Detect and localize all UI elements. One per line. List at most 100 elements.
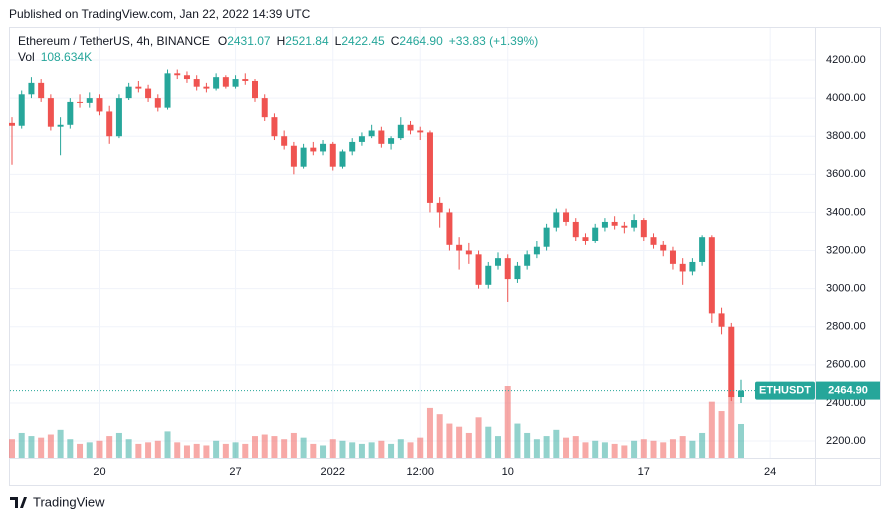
volume-bar bbox=[18, 432, 25, 458]
grid bbox=[10, 28, 815, 458]
candle-body bbox=[368, 130, 375, 137]
volume-bar bbox=[436, 414, 443, 458]
candle-body bbox=[222, 77, 229, 87]
candle-body bbox=[261, 98, 268, 118]
volume-bar bbox=[28, 436, 35, 458]
volume-bar bbox=[193, 443, 200, 458]
x-tick-label: 20 bbox=[93, 466, 105, 478]
candle-body bbox=[572, 221, 579, 238]
candle-body bbox=[543, 227, 550, 247]
candle-body bbox=[47, 98, 54, 127]
y-tick-label: 3000.00 bbox=[826, 283, 866, 295]
volume-bar bbox=[281, 439, 288, 458]
volume-bar bbox=[261, 434, 268, 458]
y-tick-label: 3200.00 bbox=[826, 244, 866, 256]
change: +33.83 (+1.39%) bbox=[449, 34, 538, 48]
volume-bar bbox=[300, 437, 307, 458]
volume-bar bbox=[407, 442, 414, 458]
legend: Ethereum / TetherUS, 4h, BINANCE O2431.07… bbox=[18, 34, 538, 48]
volume-bar bbox=[77, 443, 84, 458]
candle-body bbox=[193, 79, 200, 87]
ohlc-label: O bbox=[218, 34, 227, 48]
candle-body bbox=[533, 246, 540, 255]
x-tick-label: 24 bbox=[764, 466, 776, 478]
volume-bar bbox=[699, 432, 706, 458]
volume-bar bbox=[621, 445, 628, 458]
y-tick-label: 2200.00 bbox=[826, 435, 866, 447]
volume-value: 108.634K bbox=[41, 50, 92, 64]
candle-body bbox=[436, 202, 443, 213]
footer-logo: TradingView bbox=[10, 494, 105, 509]
candle-body bbox=[426, 132, 433, 203]
candle-body bbox=[252, 80, 258, 99]
volume-bar bbox=[533, 439, 540, 458]
volume-label: Vol bbox=[18, 50, 35, 64]
y-tick-label: 2600.00 bbox=[826, 359, 866, 371]
volume-bar bbox=[592, 440, 599, 458]
volume-bar bbox=[495, 436, 501, 458]
candle-body bbox=[524, 254, 531, 266]
candle-body bbox=[28, 82, 35, 95]
volume-bar bbox=[689, 440, 696, 458]
candle-body bbox=[145, 88, 152, 99]
ohlc-value: 2521.84 bbox=[285, 34, 329, 48]
candle-body bbox=[281, 136, 288, 146]
candle-body bbox=[232, 79, 239, 87]
candle-body bbox=[621, 225, 628, 228]
candle-body bbox=[699, 237, 706, 262]
volume-bar bbox=[378, 440, 385, 458]
volume-bar bbox=[252, 436, 258, 458]
volume-legend: Vol 108.634K bbox=[18, 50, 92, 64]
candle-body bbox=[407, 124, 414, 131]
volume-bar bbox=[417, 437, 424, 458]
candle-body bbox=[563, 212, 570, 222]
price-tag-label: 2464.90 bbox=[828, 384, 868, 396]
volume-bar bbox=[106, 436, 113, 458]
candles bbox=[9, 69, 744, 403]
volume-bar bbox=[9, 439, 15, 458]
volume-bar bbox=[96, 440, 103, 458]
candle-body bbox=[300, 147, 307, 167]
candle-body bbox=[650, 237, 657, 245]
candle-body bbox=[660, 244, 667, 251]
volume-bar bbox=[485, 426, 492, 458]
ohlc-value: 2464.90 bbox=[399, 34, 443, 48]
volume-bar bbox=[135, 443, 142, 458]
candle-body bbox=[601, 221, 608, 228]
x-tick-label: 10 bbox=[502, 466, 514, 478]
candle-body bbox=[640, 220, 647, 238]
volume-bar bbox=[290, 432, 297, 458]
candle-body bbox=[397, 124, 404, 139]
axes: 2200.00 2400.00 2600.00 2800.00 3000.00 3200.… bbox=[10, 54, 880, 478]
x-tick-label: 2022 bbox=[321, 466, 345, 478]
candle-body bbox=[135, 86, 142, 89]
candle-body bbox=[38, 82, 45, 99]
y-tick-label: 2800.00 bbox=[826, 321, 866, 333]
candle-body bbox=[456, 244, 463, 251]
symbol-tag bbox=[755, 381, 815, 400]
volume-bar bbox=[708, 401, 715, 458]
symbol-title: Ethereum / TetherUS, 4h, BINANCE bbox=[18, 34, 210, 48]
volume-bar bbox=[271, 436, 278, 458]
volume-bar bbox=[47, 434, 54, 458]
x-tick-label: 27 bbox=[229, 466, 241, 478]
chart-frame bbox=[9, 27, 881, 486]
volume-bar bbox=[553, 429, 560, 458]
symbol-tag-label: ETHUSDT bbox=[759, 384, 811, 396]
candle-body bbox=[115, 98, 122, 137]
candle-body bbox=[154, 98, 161, 108]
candle-body bbox=[339, 151, 346, 167]
volume-bar bbox=[174, 442, 181, 458]
volume-bar bbox=[738, 423, 744, 458]
candle-body bbox=[203, 86, 210, 89]
candle-body bbox=[582, 237, 589, 241]
ohlc-label: H bbox=[277, 34, 286, 48]
volume-bar bbox=[339, 440, 346, 458]
volume-bar bbox=[203, 445, 210, 458]
candle-body bbox=[67, 101, 74, 125]
volume-bar bbox=[368, 442, 375, 458]
price-tag bbox=[816, 381, 880, 400]
x-tick-label: 17 bbox=[638, 466, 650, 478]
candle-body bbox=[18, 94, 25, 126]
